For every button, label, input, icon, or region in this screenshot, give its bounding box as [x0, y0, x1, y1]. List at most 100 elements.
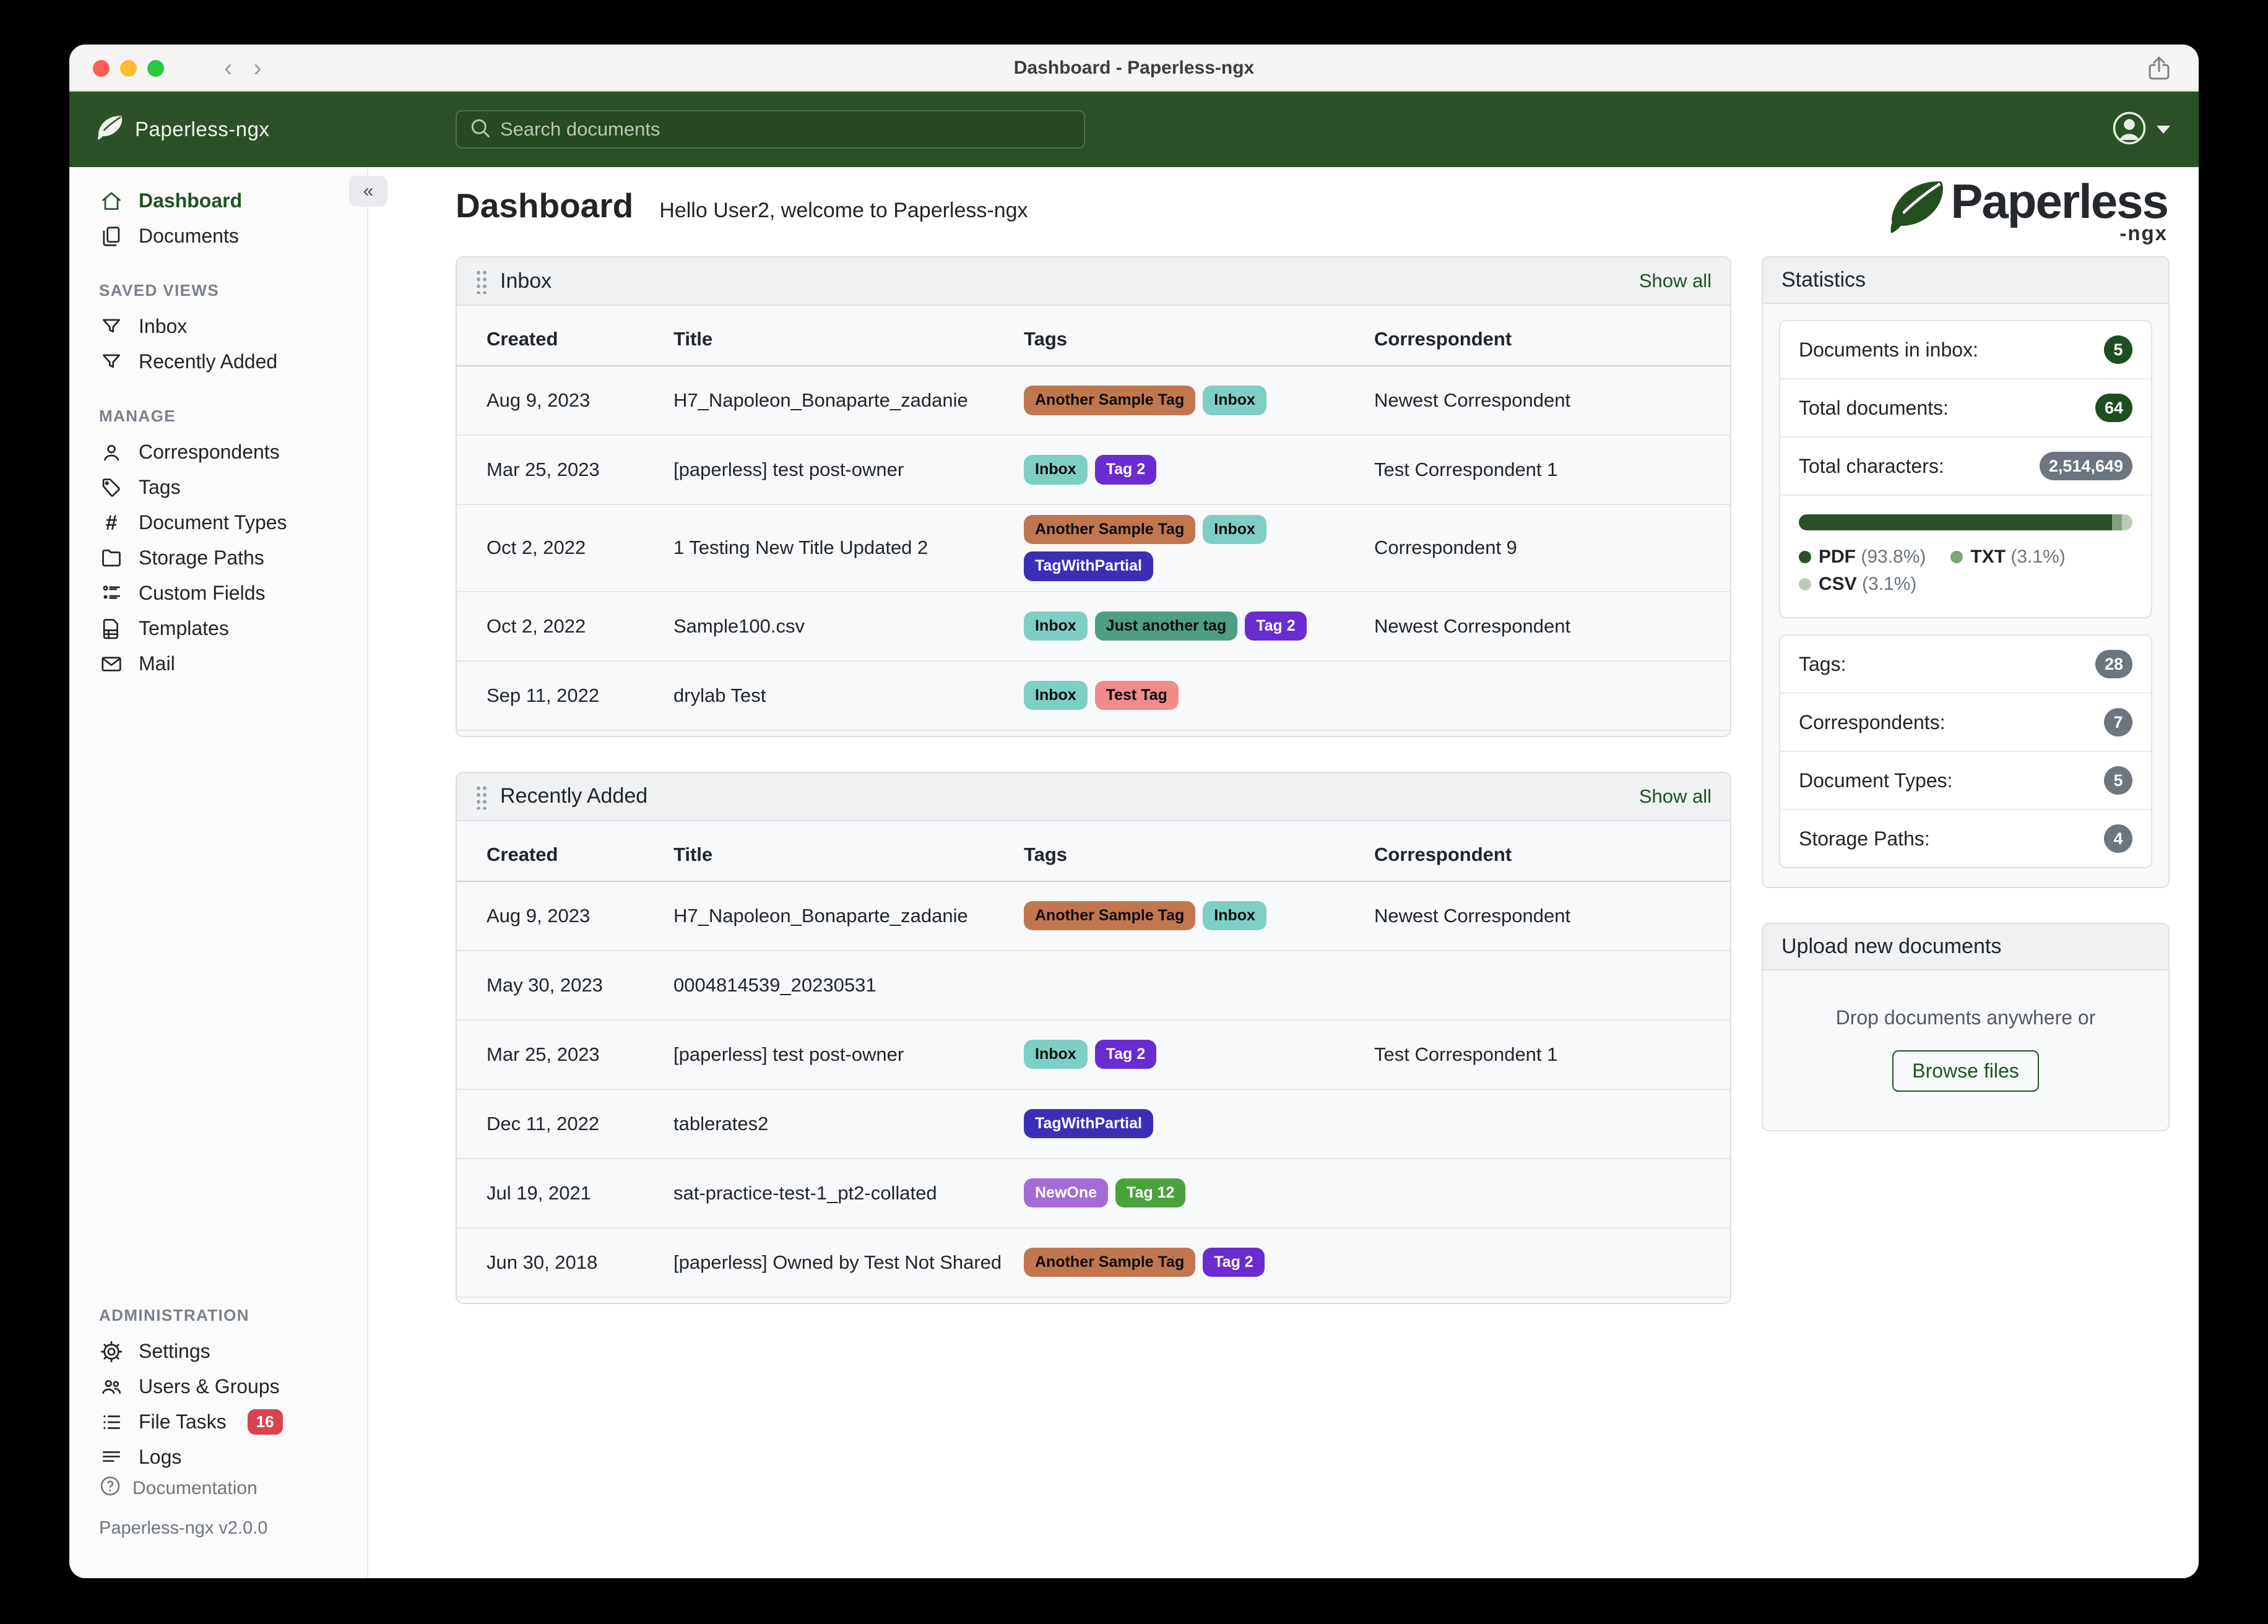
sidebar-item-custom-fields[interactable]: Custom Fields: [69, 576, 367, 611]
tag-pill[interactable]: NewOne: [1024, 1178, 1109, 1208]
stat-row-correspondents: Correspondents: 7: [1780, 694, 2151, 752]
statistics-title: Statistics: [1781, 268, 1866, 292]
template-icon: [99, 616, 124, 641]
sidebar-item-document-types[interactable]: # Document Types: [69, 505, 367, 540]
sidebar-item-storage-paths[interactable]: Storage Paths: [69, 540, 367, 576]
browser-forward-button[interactable]: ›: [253, 54, 262, 82]
minimize-window-button[interactable]: [120, 60, 137, 77]
sidebar-item-label: Mail: [139, 652, 175, 675]
sidebar-item-users-groups[interactable]: Users & Groups: [69, 1369, 367, 1404]
column-header-correspondent: Correspondent: [1374, 328, 1512, 350]
recently-added-widget-show-all-link[interactable]: Show all: [1638, 785, 1712, 807]
bar-segment-pdf: [1799, 514, 2112, 530]
tag-pill[interactable]: Just another tag: [1094, 611, 1238, 641]
tag-pill[interactable]: TagWithPartial: [1024, 551, 1153, 581]
table-row[interactable]: Jun 30, 2018 [paperless] Owned by Test N…: [457, 1229, 1730, 1298]
sidebar-item-templates[interactable]: Templates: [69, 611, 367, 646]
app-window: ‹ › Dashboard - Paperless-ngx: [69, 45, 2199, 1578]
tag-pill[interactable]: Inbox: [1024, 680, 1088, 710]
logo-suffix: -ngx: [2119, 222, 2168, 244]
sidebar-item-label: Correspondents: [139, 441, 280, 463]
sidebar-item-tags[interactable]: Tags: [69, 470, 367, 505]
stat-label: Storage Paths:: [1799, 827, 1930, 850]
table-row[interactable]: Oct 2, 2022 1 Testing New Title Updated …: [457, 505, 1730, 592]
browse-files-button[interactable]: Browse files: [1892, 1050, 2039, 1092]
user-menu[interactable]: [2112, 111, 2170, 149]
tag-pill[interactable]: Inbox: [1024, 1039, 1088, 1069]
tag-pill[interactable]: Inbox: [1024, 611, 1088, 641]
tag-pill[interactable]: Inbox: [1203, 515, 1266, 545]
drag-handle-icon[interactable]: [475, 783, 488, 810]
tag-pill[interactable]: Test Tag: [1094, 680, 1179, 710]
table-row[interactable]: May 30, 2023 0004814539_20230531: [457, 951, 1730, 1021]
tag-pill[interactable]: Inbox: [1203, 386, 1266, 415]
table-row[interactable]: Sep 11, 2022 drylab Test Inbox Test Tag: [457, 662, 1730, 731]
column-header-created: Created: [487, 328, 558, 350]
file-type-legend: PDF (93.8%) TXT (3.1%) CSV (3.1%): [1799, 546, 2132, 595]
table-row[interactable]: Aug 9, 2023 H7_Napoleon_Bonaparte_zadani…: [457, 366, 1730, 436]
sidebar-item-inbox[interactable]: Inbox: [69, 309, 367, 344]
stat-label: Documents in inbox:: [1799, 338, 1978, 361]
cell-title: drylab Test: [673, 684, 766, 706]
cell-tags: NewOne Tag 12: [1024, 1178, 1374, 1208]
table-row[interactable]: Oct 2, 2022 Sample100.csv Inbox Just anot…: [457, 592, 1730, 662]
search-input[interactable]: [500, 118, 1071, 140]
cell-correspondent: Correspondent 9: [1374, 537, 1517, 559]
tag-pill[interactable]: Tag 2: [1094, 1039, 1157, 1069]
tag-pill[interactable]: Inbox: [1024, 455, 1088, 485]
inbox-widget-show-all-link[interactable]: Show all: [1638, 270, 1712, 292]
zoom-window-button[interactable]: [147, 60, 164, 77]
search-bar[interactable]: [456, 110, 1085, 149]
tag-pill[interactable]: Another Sample Tag: [1024, 386, 1196, 415]
leaf-logo-icon: [95, 114, 124, 145]
sidebar-item-dashboard[interactable]: Dashboard: [69, 183, 367, 218]
recently-added-widget-title: Recently Added: [500, 784, 648, 808]
cell-title: H7_Napoleon_Bonaparte_zadanie: [673, 389, 968, 411]
tag-pill[interactable]: Tag 2: [1203, 1247, 1265, 1277]
column-header-created: Created: [487, 843, 558, 865]
close-window-button[interactable]: [93, 60, 110, 77]
paperless-logo: Paperless -ngx: [1884, 177, 2169, 245]
upload-widget: Upload new documents Drop documents anyw…: [1762, 923, 2170, 1131]
main-content: Paperless -ngx Dashboard Hello User2, we…: [368, 167, 2199, 1578]
sidebar-item-documents[interactable]: Documents: [69, 218, 367, 254]
sidebar-item-settings[interactable]: Settings: [69, 1334, 367, 1369]
table-header: Created Title Tags Correspondent: [457, 821, 1730, 882]
sidebar-item-recently-added[interactable]: Recently Added: [69, 344, 367, 379]
documentation-link[interactable]: Documentation: [99, 1475, 367, 1502]
column-header-tags: Tags: [1024, 328, 1068, 350]
tag-pill[interactable]: Tag 12: [1115, 1178, 1186, 1208]
sidebar-item-logs[interactable]: Logs: [69, 1440, 367, 1475]
table-row[interactable]: Jul 19, 2021 sat-practice-test-1_pt2-col…: [457, 1159, 1730, 1229]
drag-handle-icon[interactable]: [475, 268, 488, 294]
mail-icon: [99, 652, 124, 676]
tag-pill[interactable]: TagWithPartial: [1024, 1108, 1153, 1139]
browser-back-button[interactable]: ‹: [224, 54, 233, 82]
tag-pill[interactable]: Another Sample Tag: [1024, 515, 1196, 545]
cell-created: Jul 19, 2021: [487, 1181, 591, 1204]
upload-dropzone[interactable]: Drop documents anywhere or Browse files: [1763, 970, 2168, 1130]
table-row[interactable]: Dec 11, 2022 tablerates2 TagWithPartial: [457, 1090, 1730, 1159]
table-row[interactable]: Mar 25, 2023 [paperless] test post-owner…: [457, 1021, 1730, 1090]
sidebar-item-file-tasks[interactable]: File Tasks 16: [69, 1404, 367, 1440]
brand[interactable]: Paperless-ngx: [69, 114, 269, 145]
legend-dot-icon: [1799, 578, 1811, 590]
stat-row-document-types: Document Types: 5: [1780, 752, 2151, 810]
cell-title: Sample100.csv: [673, 615, 805, 637]
tag-pill[interactable]: Another Sample Tag: [1024, 901, 1196, 931]
sidebar-item-correspondents[interactable]: Correspondents: [69, 434, 367, 470]
table-row[interactable]: Mar 25, 2023 [paperless] test post-owner…: [457, 436, 1730, 505]
table-row[interactable]: Aug 9, 2023 H7_Napoleon_Bonaparte_zadani…: [457, 882, 1730, 951]
tag-pill[interactable]: Tag 2: [1094, 455, 1157, 485]
home-icon: [99, 189, 124, 214]
tag-pill[interactable]: Tag 2: [1245, 611, 1307, 641]
sidebar-collapse-button[interactable]: «: [349, 176, 387, 207]
logs-icon: [99, 1445, 124, 1470]
file-type-chart: PDF (93.8%) TXT (3.1%) CSV (3.1%): [1780, 496, 2151, 617]
tag-pill[interactable]: Inbox: [1203, 901, 1266, 931]
share-icon[interactable]: [2144, 53, 2174, 86]
sidebar-item-label: Custom Fields: [139, 582, 266, 604]
tag-pill[interactable]: Another Sample Tag: [1024, 1247, 1196, 1277]
sidebar-item-mail[interactable]: Mail: [69, 646, 367, 681]
tasks-icon: [99, 1410, 124, 1435]
